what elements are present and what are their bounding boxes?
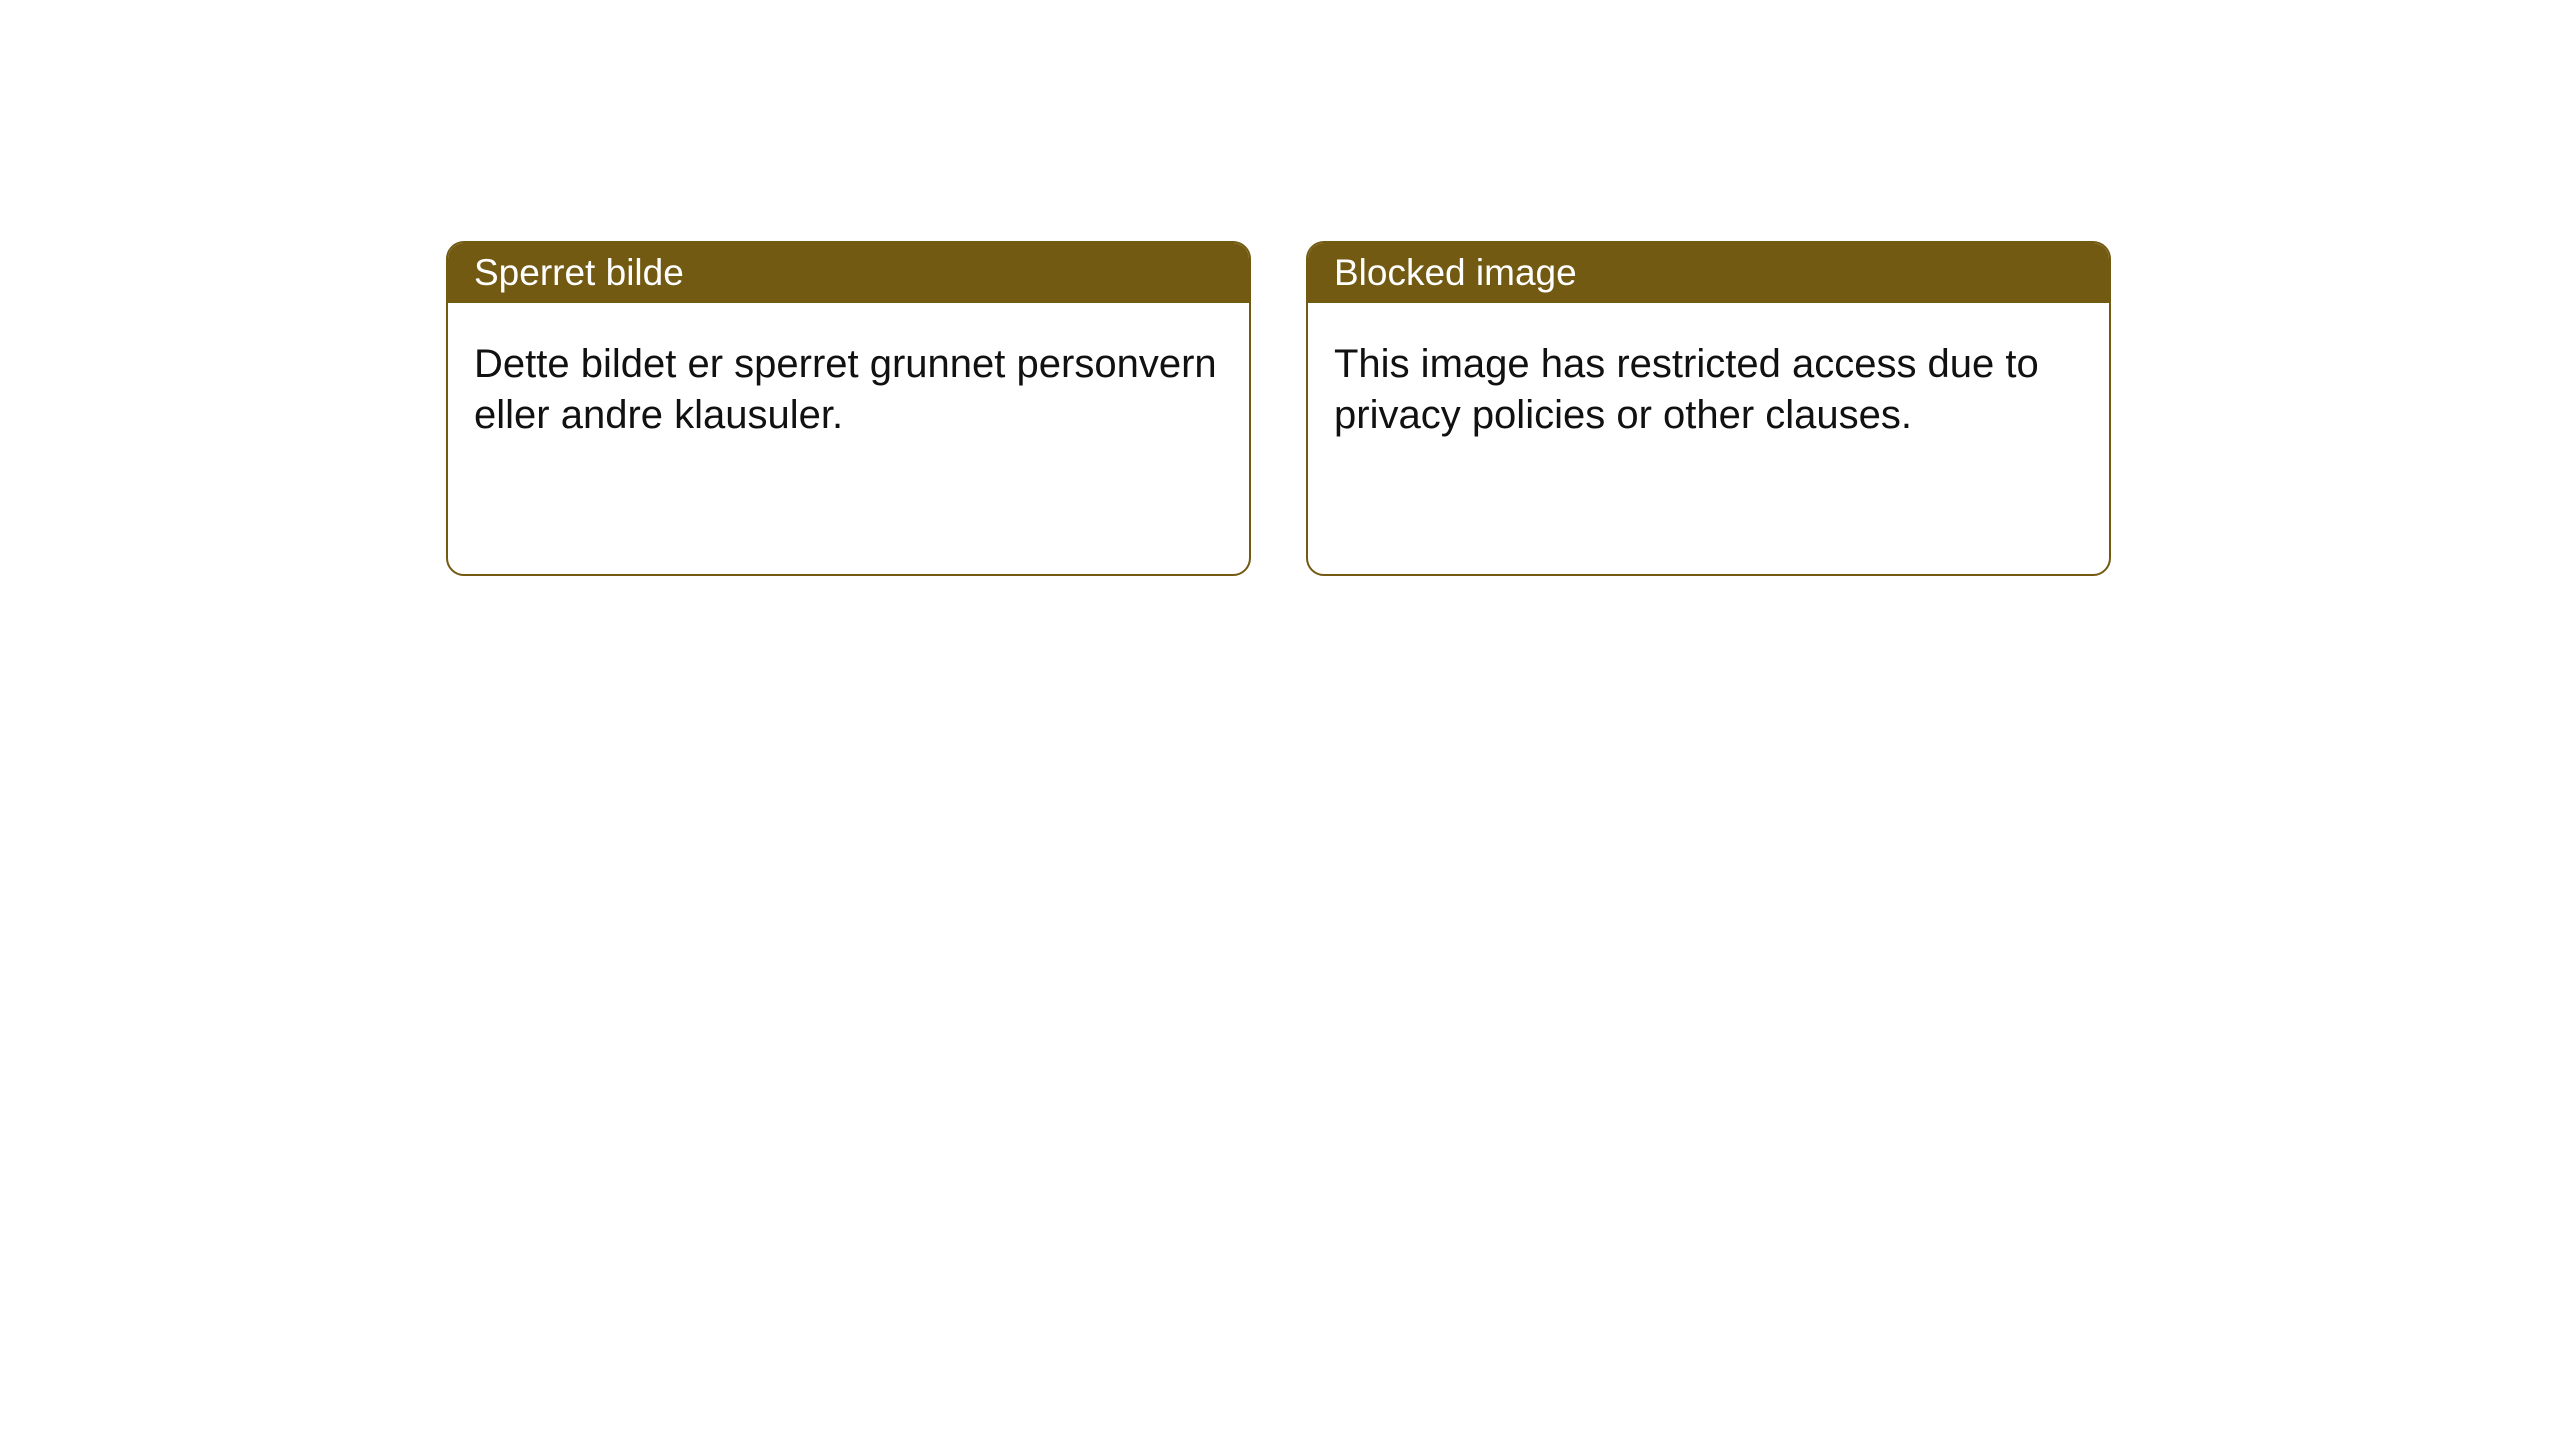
card-header-text-no: Sperret bilde [474, 252, 684, 293]
card-header-text-en: Blocked image [1334, 252, 1577, 293]
card-body-text-no: Dette bildet er sperret grunnet personve… [474, 342, 1217, 437]
card-body-no: Dette bildet er sperret grunnet personve… [448, 303, 1249, 441]
blocked-image-card-no: Sperret bilde Dette bildet er sperret gr… [446, 241, 1251, 576]
card-header-en: Blocked image [1308, 243, 2109, 303]
page-canvas: Sperret bilde Dette bildet er sperret gr… [0, 0, 2560, 1440]
card-header-no: Sperret bilde [448, 243, 1249, 303]
blocked-image-card-en: Blocked image This image has restricted … [1306, 241, 2111, 576]
card-body-text-en: This image has restricted access due to … [1334, 342, 2039, 437]
card-body-en: This image has restricted access due to … [1308, 303, 2109, 441]
